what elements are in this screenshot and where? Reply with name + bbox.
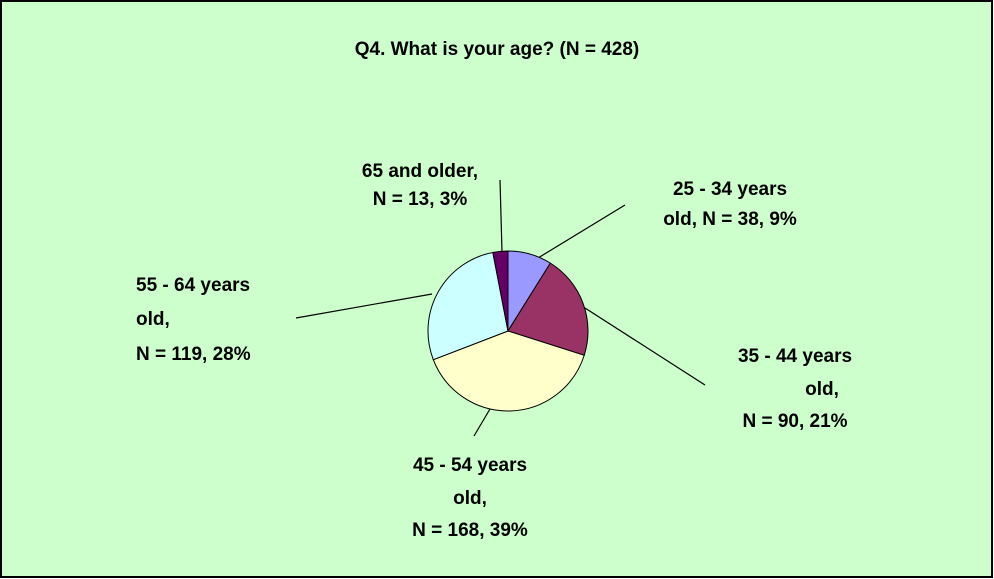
- data-label: 65 and older,: [362, 161, 478, 182]
- leader-lines: [295, 179, 706, 437]
- data-label: 25 - 34 years: [673, 179, 787, 200]
- data-label: old,: [453, 488, 487, 509]
- data-label: 35 - 44 years: [738, 346, 852, 367]
- data-label: N = 13, 3%: [373, 189, 468, 210]
- data-label: old, N = 38, 9%: [663, 209, 797, 230]
- pie-slice: [432, 330, 585, 412]
- data-label: N = 119, 28%: [136, 344, 251, 365]
- data-label: 45 - 54 years: [413, 455, 527, 476]
- leader-line: [537, 204, 626, 259]
- data-label: 55 - 64 years: [136, 275, 250, 296]
- leader-line: [473, 408, 491, 437]
- data-label: old,: [136, 309, 170, 330]
- data-label: old,: [805, 379, 839, 400]
- pie-slice: [492, 250, 509, 332]
- data-label: N = 90, 21%: [742, 411, 847, 432]
- leader-line: [295, 293, 433, 319]
- leader-line: [584, 307, 706, 386]
- pie-slice: [427, 251, 509, 361]
- leader-line: [499, 179, 503, 253]
- pie-slice: [507, 262, 589, 356]
- data-label: N = 168, 39%: [412, 520, 528, 541]
- chart-title: Q4. What is your age? (N = 428): [355, 39, 640, 60]
